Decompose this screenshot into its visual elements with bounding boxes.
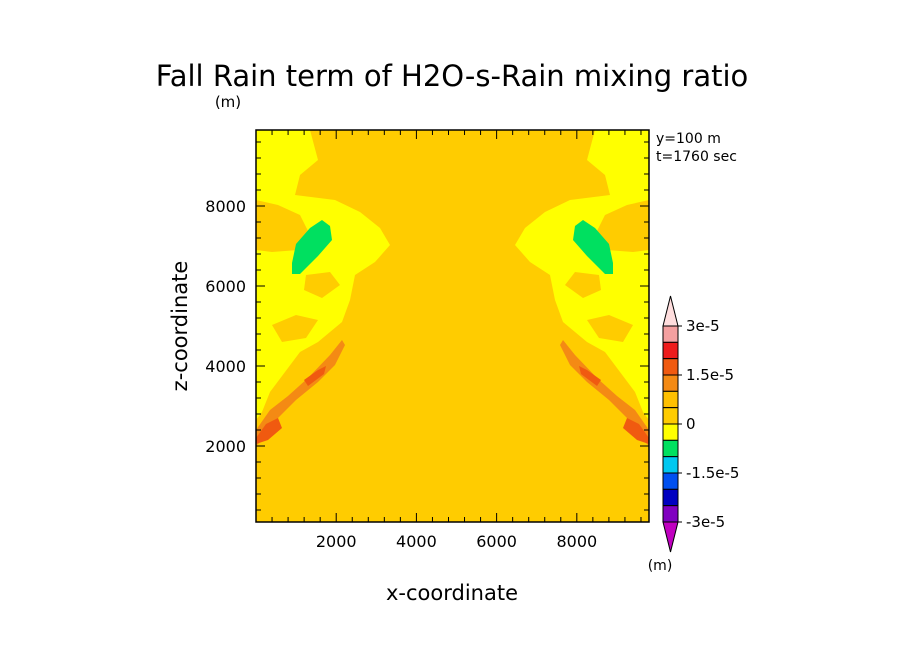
orange-inner-region [595, 200, 649, 252]
green-core [292, 220, 332, 274]
red-orange-core [623, 418, 649, 444]
x-axis-label: x-coordinate [386, 581, 518, 605]
contour-field [256, 130, 649, 522]
red-orange-core [579, 366, 601, 386]
x-tick-label: 6000 [476, 532, 517, 551]
colorbar-segment [662, 472, 679, 490]
chart-title: Fall Rain term of H2O-s-Rain mixing rati… [156, 59, 749, 93]
colorbar-segment [662, 374, 679, 392]
orange-inner-region [256, 200, 310, 252]
orange-inner-region [565, 272, 601, 298]
left-contour-half [256, 130, 390, 446]
orange-band [256, 340, 345, 446]
colorbar-top-triangle [662, 295, 679, 327]
colorbar-label: 3e-5 [686, 317, 720, 335]
orange-inner-region [272, 315, 318, 342]
colorbar-segment [662, 423, 679, 441]
orange-band [560, 340, 649, 446]
annotation-time: t=1760 sec [656, 149, 737, 165]
red-orange-core [256, 418, 282, 444]
colorbar-label: -3e-5 [686, 513, 725, 531]
x-tick-label: 8000 [556, 532, 597, 551]
colorbar-segment [662, 358, 679, 376]
axes: 2000 4000 6000 8000 2000 4000 6000 8000 [205, 130, 649, 551]
title-unit: (m) [215, 93, 241, 111]
orange-inner-region [304, 272, 340, 298]
colorbar-bottom-triangle [662, 521, 679, 553]
colorbar-segment [662, 505, 679, 523]
right-contour-half [515, 130, 649, 446]
colorbar-label: 1.5e-5 [686, 366, 734, 384]
y-tick-label: 8000 [205, 197, 246, 216]
colorbar-segment [662, 488, 679, 507]
colorbar-segment [662, 341, 679, 360]
colorbar-segment [662, 390, 679, 409]
green-core [573, 220, 613, 274]
colorbar-segment [662, 456, 679, 474]
colorbar-segment [662, 407, 679, 425]
colorbar-segment [662, 325, 679, 343]
plot-frame [255, 129, 650, 523]
colorbar-label: -1.5e-5 [686, 464, 739, 482]
y-tick-label: 2000 [205, 437, 246, 456]
red-orange-core [304, 366, 326, 386]
colorbar-unit: (m) [648, 558, 673, 574]
annotation-y-position: y=100 m [656, 131, 721, 147]
x-tick-label: 2000 [316, 532, 357, 551]
y-axis-label: z-coordinate [168, 261, 192, 392]
yellow-speck [549, 258, 557, 270]
colorbar-segment [662, 439, 679, 458]
yellow-speck [348, 258, 356, 270]
y-tick-label: 4000 [205, 357, 246, 376]
orange-inner-region [587, 315, 633, 342]
x-tick-label: 4000 [396, 532, 437, 551]
colorbar: 3e-5 1.5e-5 0 -1.5e-5 -3e-5 [662, 295, 739, 553]
colorbar-label: 0 [686, 415, 696, 433]
y-tick-label: 6000 [205, 277, 246, 296]
